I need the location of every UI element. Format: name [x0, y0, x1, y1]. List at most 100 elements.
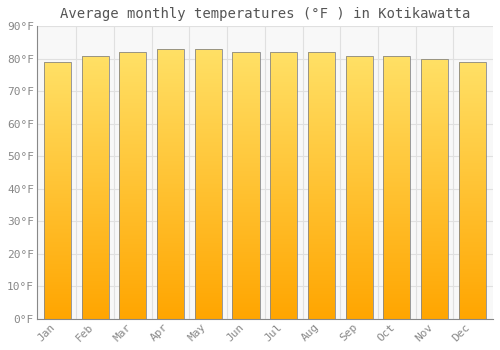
Bar	[308, 304, 335, 306]
Bar	[270, 271, 297, 272]
Bar	[82, 296, 109, 298]
Bar	[120, 83, 146, 84]
Bar	[194, 219, 222, 220]
Bar	[384, 161, 410, 162]
Bar	[308, 246, 335, 247]
Bar	[44, 252, 71, 253]
Bar	[232, 200, 260, 202]
Bar	[82, 86, 109, 87]
Bar	[157, 226, 184, 227]
Bar	[157, 189, 184, 191]
Bar	[194, 118, 222, 119]
Bar	[346, 253, 372, 254]
Bar	[120, 250, 146, 251]
Bar	[44, 94, 71, 96]
Bar	[82, 314, 109, 315]
Bar	[458, 126, 486, 127]
Bar	[82, 80, 109, 82]
Bar	[82, 286, 109, 287]
Bar	[270, 68, 297, 70]
Bar	[458, 286, 486, 287]
Bar	[421, 271, 448, 272]
Bar	[232, 308, 260, 309]
Bar	[346, 241, 372, 243]
Bar	[270, 253, 297, 255]
Bar	[421, 133, 448, 134]
Bar	[44, 296, 71, 297]
Bar	[194, 311, 222, 312]
Bar	[194, 232, 222, 234]
Bar	[384, 293, 410, 294]
Bar	[421, 108, 448, 110]
Bar	[120, 292, 146, 294]
Bar	[421, 103, 448, 104]
Bar	[120, 271, 146, 272]
Bar	[157, 85, 184, 87]
Bar	[384, 279, 410, 281]
Bar	[44, 196, 71, 197]
Bar	[384, 239, 410, 240]
Bar	[82, 102, 109, 103]
Bar	[270, 128, 297, 130]
Bar	[157, 253, 184, 254]
Bar	[458, 153, 486, 154]
Bar	[194, 181, 222, 183]
Bar	[120, 281, 146, 283]
Bar	[270, 302, 297, 303]
Bar	[194, 287, 222, 288]
Bar	[120, 312, 146, 314]
Bar	[232, 248, 260, 250]
Bar	[194, 58, 222, 60]
Bar	[194, 52, 222, 53]
Bar	[157, 49, 184, 50]
Bar	[232, 54, 260, 55]
Bar	[194, 285, 222, 287]
Bar	[346, 290, 372, 291]
Bar	[421, 313, 448, 314]
Bar	[232, 309, 260, 311]
Bar	[421, 120, 448, 121]
Bar	[384, 245, 410, 246]
Bar	[458, 264, 486, 265]
Bar	[194, 129, 222, 130]
Bar	[44, 166, 71, 167]
Bar	[232, 212, 260, 214]
Bar	[384, 75, 410, 77]
Bar	[44, 126, 71, 127]
Bar	[194, 277, 222, 278]
Bar	[421, 238, 448, 239]
Bar	[194, 66, 222, 68]
Bar	[346, 202, 372, 203]
Bar	[157, 307, 184, 308]
Bar	[194, 127, 222, 129]
Bar	[82, 137, 109, 139]
Bar	[82, 152, 109, 153]
Bar	[194, 212, 222, 214]
Bar	[308, 179, 335, 180]
Bar	[458, 226, 486, 228]
Bar	[120, 286, 146, 287]
Bar	[270, 63, 297, 64]
Bar	[44, 152, 71, 153]
Bar	[346, 118, 372, 119]
Bar	[120, 184, 146, 186]
Bar	[157, 73, 184, 75]
Bar	[346, 73, 372, 74]
Bar	[308, 64, 335, 65]
Bar	[421, 59, 448, 60]
Bar	[308, 250, 335, 251]
Bar	[82, 61, 109, 62]
Bar	[458, 106, 486, 107]
Bar	[120, 93, 146, 95]
Bar	[421, 215, 448, 216]
Bar	[346, 163, 372, 165]
Bar	[232, 112, 260, 114]
Bar	[308, 195, 335, 196]
Bar	[157, 281, 184, 282]
Bar	[82, 118, 109, 119]
Bar	[157, 258, 184, 259]
Bar	[232, 128, 260, 130]
Bar	[270, 223, 297, 224]
Bar	[308, 286, 335, 287]
Bar	[157, 107, 184, 108]
